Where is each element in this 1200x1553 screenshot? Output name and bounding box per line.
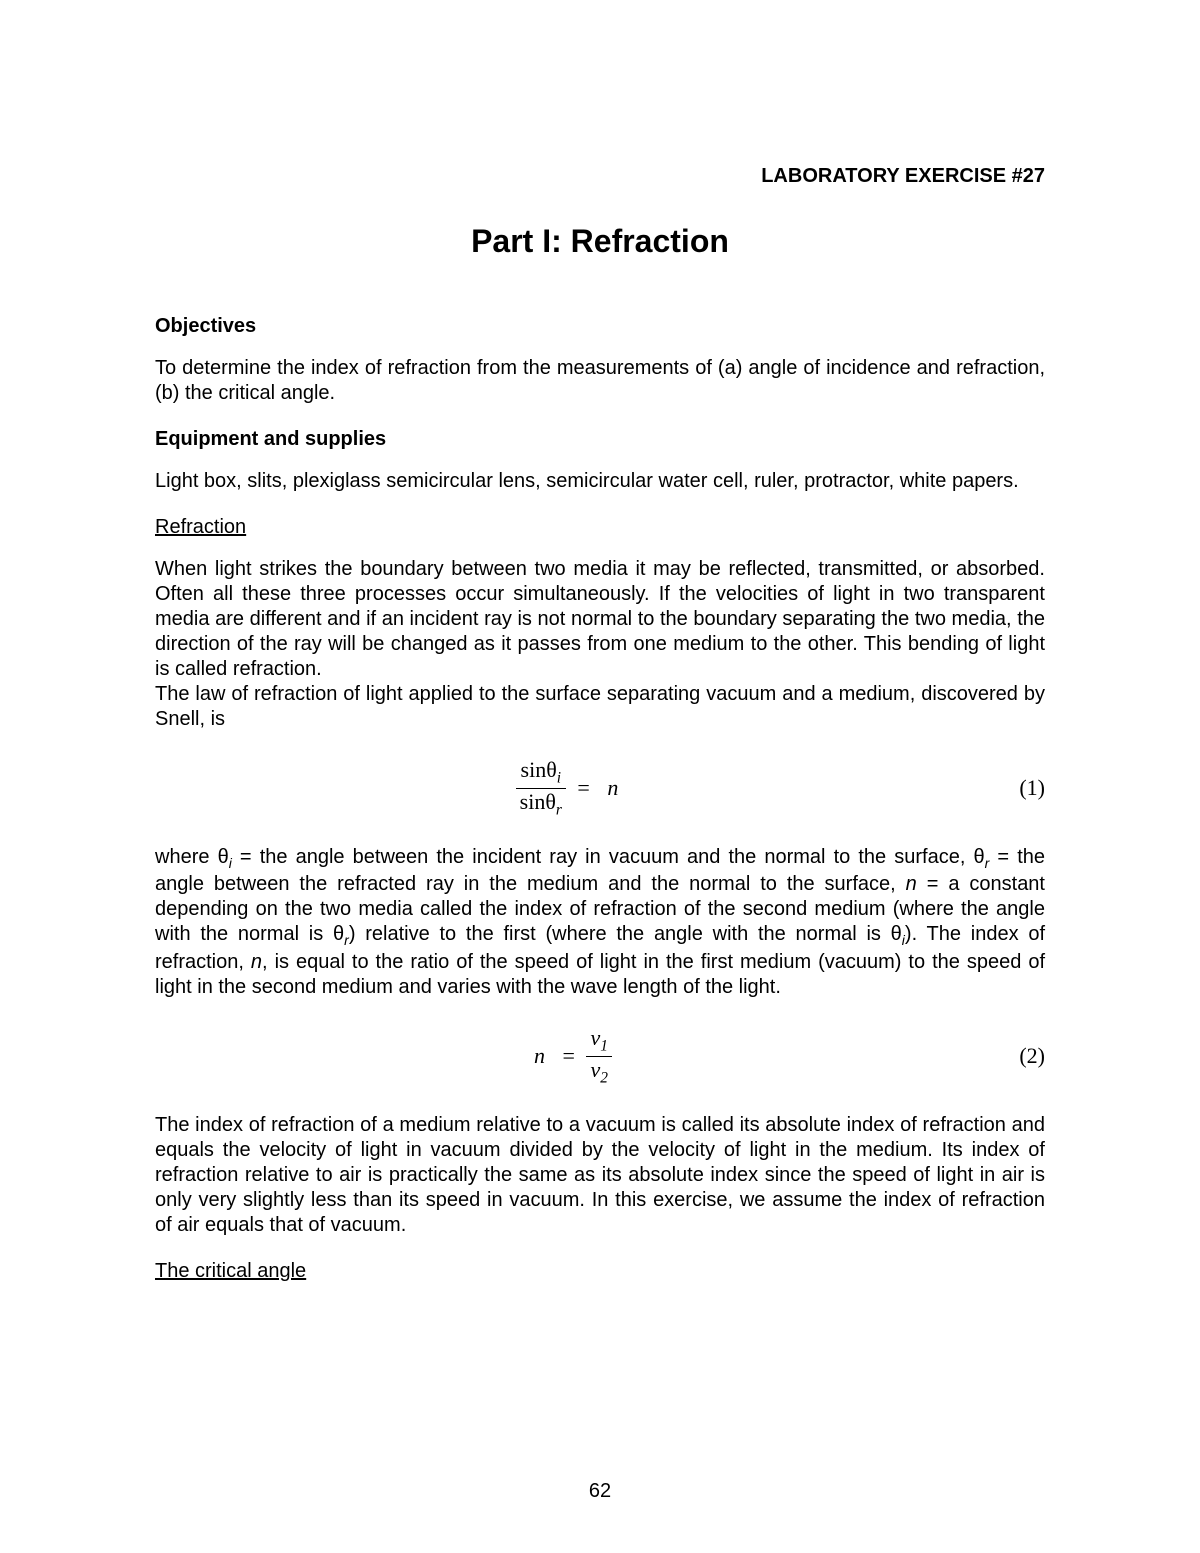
equipment-text: Light box, slits, plexiglass semicircula… [155, 469, 1045, 494]
refraction-p2-text: The law of refraction of light applied t… [155, 683, 1045, 730]
eq1-equals: = [577, 775, 589, 801]
refraction-heading: Refraction [155, 516, 1045, 539]
eq1-numerator: sinθ [521, 757, 557, 782]
objectives-text: To determine the index of refraction fro… [155, 356, 1045, 406]
eq1-rhs: n [607, 775, 618, 801]
page-number: 62 [0, 1480, 1200, 1503]
document-page: LABORATORY EXERCISE #27 Part I: Refracti… [0, 0, 1200, 1553]
p3-a: where θ [155, 846, 229, 868]
eq2-equals: = [563, 1043, 575, 1069]
equation-2-fraction: v1 v2 [586, 1025, 611, 1088]
p3-e: ) relative to the first (where the angle… [349, 923, 902, 945]
refraction-paragraph-4: The index of refraction of a medium rela… [155, 1113, 1045, 1238]
equation-1-body: sinθi sinθr = n [155, 757, 985, 820]
eq1-num-sub: i [557, 769, 561, 786]
p3-n-2: n [251, 951, 262, 973]
p3-g: , is equal to the ratio of the speed of … [155, 951, 1045, 998]
critical-angle-heading: The critical angle [155, 1260, 1045, 1283]
p3-b: = the angle between the incident ray in … [232, 846, 985, 868]
p3-n-1: n [906, 873, 917, 895]
equation-1: sinθi sinθr = n (1) [155, 757, 1045, 820]
eq2-denominator: v [590, 1057, 600, 1082]
refraction-paragraph-1: When light strikes the boundary between … [155, 557, 1045, 732]
eq2-den-sub: 2 [600, 1069, 608, 1086]
eq2-numerator: v [590, 1025, 600, 1050]
eq1-denominator: sinθ [520, 789, 556, 814]
eq2-num-sub: 1 [600, 1037, 608, 1054]
lab-exercise-label: LABORATORY EXERCISE #27 [155, 165, 1045, 188]
equation-1-number: (1) [985, 775, 1045, 801]
refraction-p1-text: When light strikes the boundary between … [155, 558, 1045, 680]
objectives-heading: Objectives [155, 315, 1045, 338]
equation-1-fraction: sinθi sinθr [516, 757, 566, 820]
refraction-paragraph-3: where θi = the angle between the inciden… [155, 845, 1045, 1000]
equation-2-body: n = v1 v2 [155, 1025, 985, 1088]
eq1-den-sub: r [556, 801, 562, 818]
eq2-lhs: n [534, 1043, 545, 1069]
equation-2-number: (2) [985, 1043, 1045, 1069]
equipment-heading: Equipment and supplies [155, 428, 1045, 451]
page-title: Part I: Refraction [155, 223, 1045, 260]
equation-2: n = v1 v2 (2) [155, 1025, 1045, 1088]
